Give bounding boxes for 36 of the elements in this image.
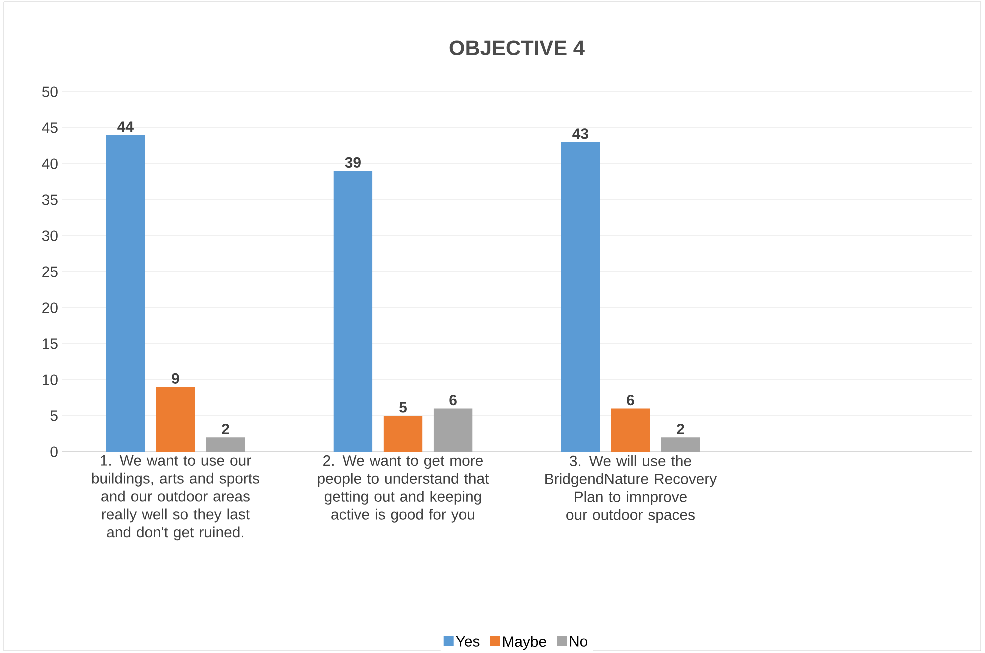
legend-label: Maybe [503,636,546,650]
data-label: 2 [677,424,684,434]
x-tick-label: 1. We want to use our buildings, arts and sports and our outdoor areas really well so they last and don't get ruined. [92,456,260,541]
bar [434,408,473,452]
y-tick-label: 5 [50,410,58,422]
bar [106,135,146,452]
bar [384,416,423,452]
y-tick-label: 45 [42,122,58,134]
bar [611,408,650,452]
legend-label: Yes [456,636,480,647]
y-tick-label: 35 [42,194,58,206]
data-label: 9 [172,373,180,384]
bar [156,387,196,452]
data-label: 39 [345,157,361,168]
y-tick-label: 0 [50,446,58,458]
bar [661,438,700,452]
data-label: 5 [400,402,407,413]
y-tick-label: 15 [43,338,58,350]
data-label: 6 [627,395,634,406]
y-tick-label: 40 [42,158,58,170]
data-label: 2 [222,424,230,434]
bar [561,142,600,452]
legend-label: No [570,636,588,647]
bar [334,171,373,452]
y-tick-label: 10 [43,374,58,386]
x-tick-label: 2. We want to get more people to understand that getting out and keeping active is good for you [318,456,490,523]
data-label: 6 [450,395,457,406]
data-label: 44 [118,122,134,132]
chart-title: OBJECTIVE 4 [450,40,585,56]
x-tick-label: 3. We will use the BridgendNature Recovery Plan to imnprove our outdoor spaces [546,456,718,524]
y-tick-label: 25 [42,266,58,278]
y-tick-label: 20 [42,302,58,314]
data-label: 43 [572,128,588,140]
y-tick-label: 30 [42,230,58,242]
bar [206,438,246,452]
y-tick-label: 50 [42,86,58,98]
